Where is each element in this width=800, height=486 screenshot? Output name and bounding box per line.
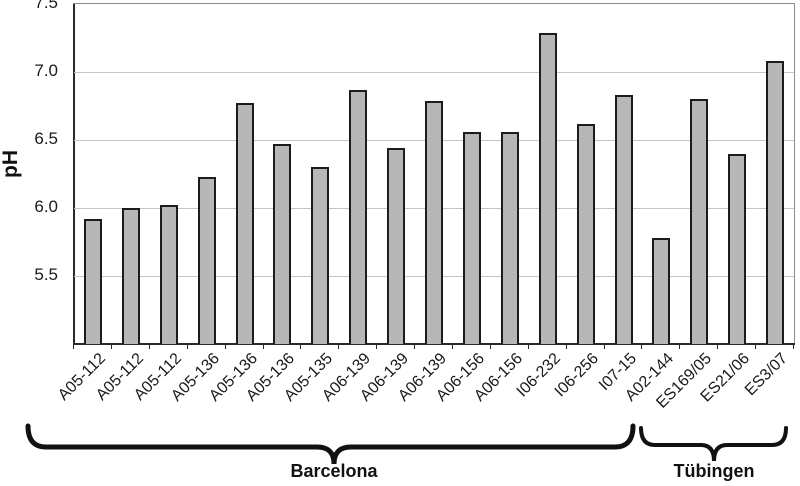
bar: [538, 33, 557, 344]
y-axis-line: [73, 4, 75, 344]
bar: [766, 61, 785, 344]
y-axis-title: pH: [0, 150, 22, 178]
bar: [273, 144, 292, 344]
gridline: [74, 72, 794, 73]
x-axis-tick: [110, 343, 112, 349]
group-label-barcelona: Barcelona: [290, 461, 378, 481]
x-axis-tick: [565, 343, 567, 349]
group-label-tuebingen: Tübingen: [673, 461, 755, 481]
x-axis-tick: [186, 343, 188, 349]
bar: [728, 154, 747, 344]
x-axis-tick: [641, 343, 643, 349]
x-axis-tick: [717, 343, 719, 349]
x-axis-tick: [148, 343, 150, 349]
x-axis-tick: [73, 343, 74, 349]
plot-area: [73, 3, 795, 345]
bar: [614, 95, 633, 344]
x-axis-tick: [755, 343, 757, 349]
y-tick-label: 6.5: [34, 129, 58, 148]
bar: [652, 238, 671, 344]
x-axis-tick: [793, 343, 794, 349]
x-axis-tick: [679, 343, 681, 349]
bar: [197, 177, 216, 344]
bar: [311, 167, 330, 344]
y-tick-label: 7.0: [34, 61, 58, 80]
bar: [425, 101, 443, 344]
bar: [235, 103, 254, 344]
bar: [83, 219, 102, 344]
x-axis-tick: [300, 343, 302, 349]
x-axis-tick: [527, 343, 529, 349]
x-axis-tick: [262, 343, 264, 349]
bar: [500, 132, 519, 344]
x-axis-line: [73, 343, 795, 345]
y-tick-label: 7.5: [34, 0, 58, 12]
y-tick-label: 6.0: [34, 197, 58, 216]
y-tick-label: 5.5: [34, 265, 58, 284]
x-axis-tick: [603, 343, 605, 349]
bar: [387, 148, 406, 344]
x-axis-tick: [376, 343, 378, 349]
x-axis-tick: [224, 343, 226, 349]
bar: [349, 90, 368, 344]
bar: [576, 124, 595, 344]
x-axis-tick: [414, 343, 416, 349]
bar: [462, 132, 481, 344]
bar: [121, 208, 140, 344]
x-axis-tick: [338, 343, 340, 349]
x-axis-tick: [451, 343, 453, 349]
bar: [159, 205, 178, 344]
x-axis-tick: [489, 343, 491, 349]
bar: [690, 99, 709, 344]
